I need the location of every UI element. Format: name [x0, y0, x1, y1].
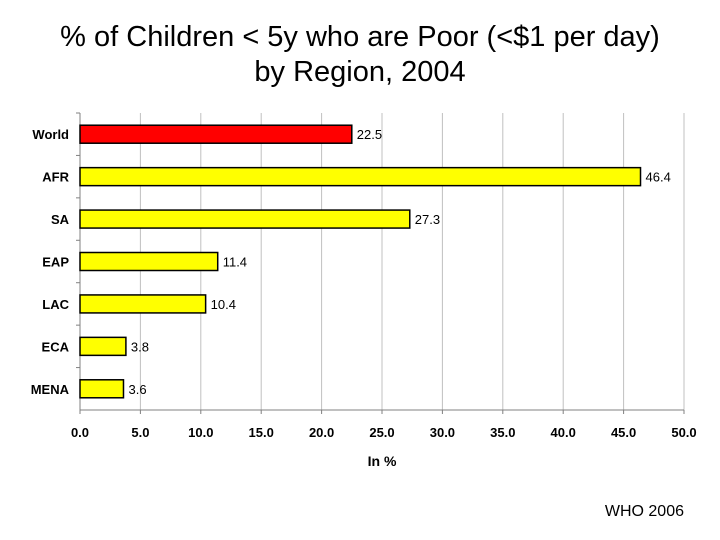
- bar-world: [79, 124, 353, 144]
- value-label-eca: 3.8: [131, 339, 149, 354]
- value-label-sa: 27.3: [415, 212, 440, 227]
- value-label-world: 22.5: [357, 127, 382, 142]
- bar-eap: [79, 251, 219, 272]
- x-tick-label: 0.0: [71, 425, 89, 440]
- x-axis-title: In %: [368, 453, 397, 469]
- bar-eca: [79, 336, 127, 357]
- bar-sa: [79, 209, 411, 229]
- bar-mena: [79, 379, 125, 399]
- x-tick-label: 30.0: [430, 425, 455, 440]
- value-label-eap: 11.4: [223, 255, 247, 270]
- value-label-lac: 10.4: [211, 297, 236, 312]
- x-tick-label: 5.0: [131, 425, 149, 440]
- axis-layer: 0.0 5.0 10.0 15.0 20.0 25.0 30.0 35.0 40.0 45.0 50…: [71, 112, 697, 440]
- category-label-lac: LAC: [42, 297, 69, 312]
- x-tick-label: 40.0: [551, 425, 576, 440]
- slide-title: % of Children < 5y who are Poor (<$1 per…: [0, 20, 720, 90]
- x-tick-label: 15.0: [249, 425, 274, 440]
- title-line-2: by Region, 2004: [254, 56, 466, 88]
- bar-afr: [79, 166, 642, 187]
- bar-layer: [79, 124, 642, 399]
- bar-lac: [79, 294, 207, 314]
- x-tick-label: 25.0: [369, 425, 394, 440]
- x-tick-label: 35.0: [490, 425, 515, 440]
- category-label-world: World: [32, 127, 69, 142]
- grid-layer: [139, 113, 685, 410]
- x-tick-label: 45.0: [611, 425, 636, 440]
- x-tick-label: 10.0: [188, 425, 213, 440]
- x-tick-label: 50.0: [671, 425, 696, 440]
- title-line-1: % of Children < 5y who are Poor (<$1 per…: [60, 21, 660, 53]
- category-label-sa: SA: [51, 212, 70, 227]
- label-layer: World 22.5 AFR 46.4 SA 27.3 EAP 11.4 LAC 10.4 ECA 3…: [31, 127, 671, 397]
- category-label-eca: ECA: [42, 339, 70, 354]
- category-label-mena: MENA: [31, 382, 70, 397]
- x-tick-label: 20.0: [309, 425, 334, 440]
- source-credit: WHO 2006: [604, 503, 684, 520]
- category-label-eap: EAP: [42, 255, 69, 270]
- category-label-afr: AFR: [42, 170, 69, 185]
- value-label-mena: 3.6: [128, 382, 146, 397]
- value-label-afr: 46.4: [646, 170, 671, 185]
